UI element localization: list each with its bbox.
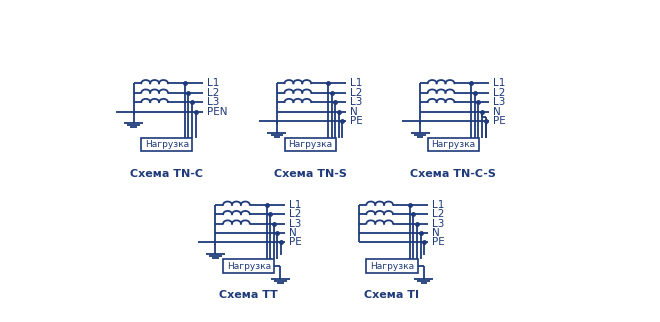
Text: L2: L2: [432, 209, 444, 219]
Text: L1: L1: [288, 200, 301, 210]
Text: Схема TN-C: Схема TN-C: [131, 169, 203, 179]
Text: Нагрузка: Нагрузка: [226, 261, 271, 270]
Text: L3: L3: [207, 97, 219, 107]
Text: Схема TI: Схема TI: [364, 290, 420, 300]
Bar: [223, 259, 275, 273]
Text: PE: PE: [493, 116, 506, 126]
Text: PE: PE: [432, 237, 445, 247]
Text: Нагрузка: Нагрузка: [370, 261, 414, 270]
Text: L1: L1: [350, 78, 362, 88]
Text: L2: L2: [493, 88, 506, 98]
Text: L2: L2: [350, 88, 362, 98]
Text: N: N: [432, 228, 440, 238]
Text: L1: L1: [432, 200, 444, 210]
Text: N: N: [493, 107, 501, 117]
Text: PEN: PEN: [207, 107, 227, 117]
Text: Нагрузка: Нагрузка: [145, 140, 189, 149]
Text: Нагрузка: Нагрузка: [288, 140, 332, 149]
Text: L3: L3: [493, 97, 506, 107]
Text: Схема TN-S: Схема TN-S: [274, 169, 346, 179]
Text: Нагрузка: Нагрузка: [431, 140, 475, 149]
Bar: [141, 138, 193, 151]
Text: Схема TN-C-S: Схема TN-C-S: [411, 169, 496, 179]
Text: Схема ТТ: Схема ТТ: [219, 290, 278, 300]
Text: L3: L3: [288, 219, 301, 229]
Bar: [284, 138, 336, 151]
Text: PE: PE: [350, 116, 363, 126]
Text: L1: L1: [207, 78, 219, 88]
Bar: [366, 259, 418, 273]
Text: L3: L3: [432, 219, 444, 229]
Text: L3: L3: [350, 97, 362, 107]
Bar: [428, 138, 479, 151]
Text: N: N: [350, 107, 358, 117]
Text: PE: PE: [288, 237, 302, 247]
Text: L1: L1: [493, 78, 506, 88]
Text: L2: L2: [288, 209, 301, 219]
Text: L2: L2: [207, 88, 219, 98]
Text: N: N: [288, 228, 296, 238]
